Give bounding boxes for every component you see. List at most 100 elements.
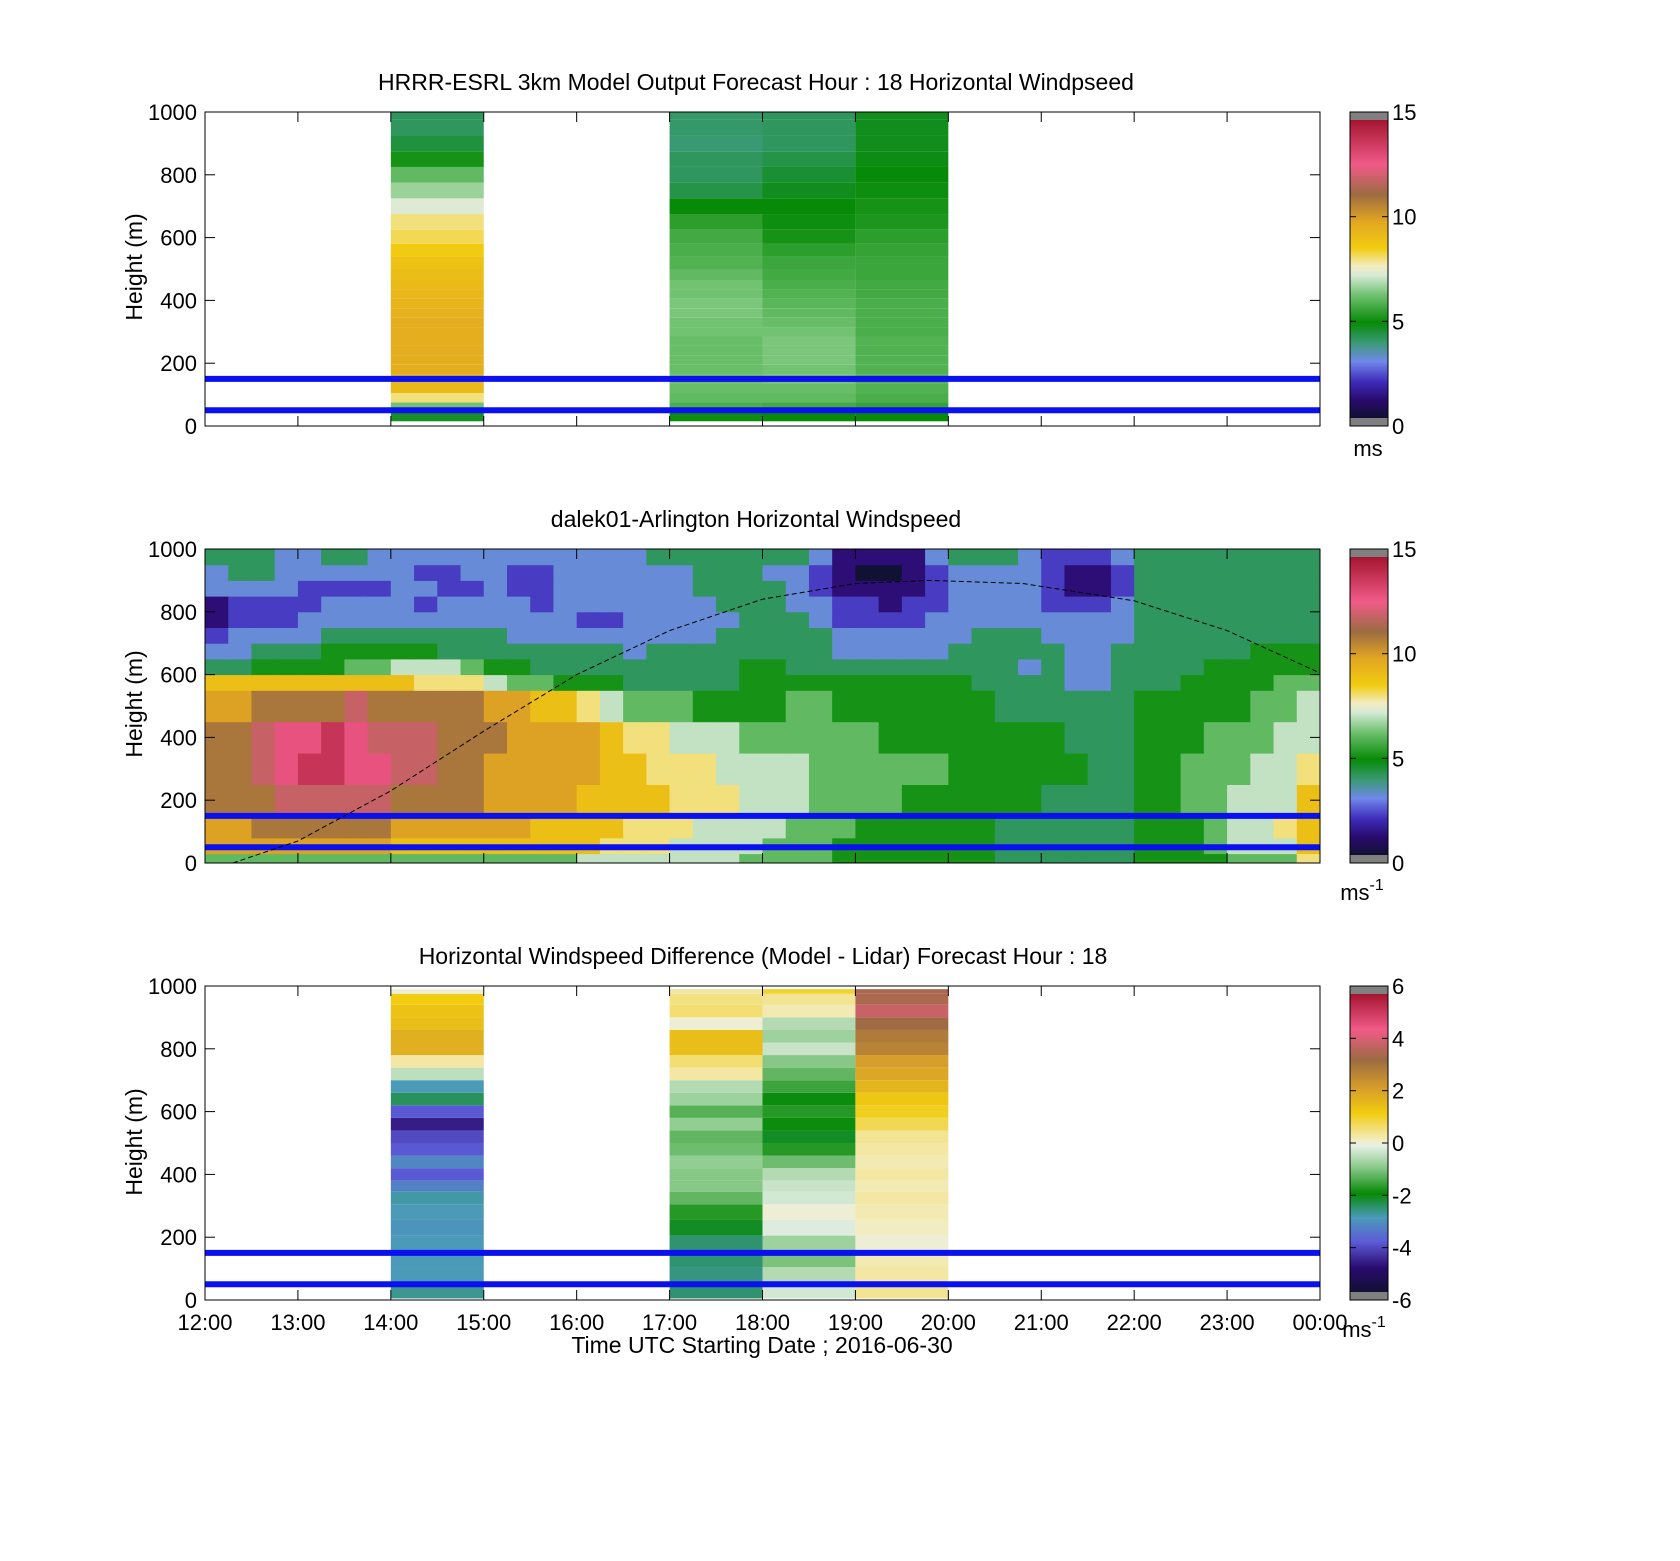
heatmap-cell: [785, 564, 810, 581]
heatmap-cell: [483, 721, 508, 754]
heatmap-cell: [414, 549, 438, 566]
heatmap-cell: [994, 784, 1019, 817]
heatmap-cell: [739, 627, 763, 644]
heatmap-cell: [855, 658, 880, 676]
heatmap-cell: [1041, 721, 1065, 754]
heatmap-cell: [390, 243, 484, 257]
plot-area: 0 200 400 600 800 1000: [148, 537, 1321, 876]
heatmap-cell: [716, 643, 740, 660]
heatmap-cell: [925, 564, 949, 581]
heatmap-cell: [669, 643, 694, 660]
heatmap-cell: [274, 596, 299, 613]
heatmap-cell: [1203, 853, 1228, 864]
heatmap-cell: [716, 753, 740, 785]
heatmap-cell: [553, 643, 578, 660]
colorbar-tick-label: 5: [1392, 309, 1404, 334]
heatmap-cell: [1157, 580, 1182, 597]
heatmap-cell: [1296, 596, 1321, 613]
heatmap-cell: [228, 611, 252, 628]
heatmap-cell: [367, 658, 392, 676]
heatmap-cell: [228, 721, 252, 754]
heatmap-cell: [925, 549, 949, 566]
y-tick-label: 1000: [148, 100, 197, 125]
heatmap-cell: [739, 643, 763, 660]
heatmap-cell: [994, 658, 1019, 676]
heatmap-cell: [762, 364, 856, 375]
heatmap-cell: [297, 853, 322, 864]
heatmap-cell: [483, 753, 508, 785]
heatmap-cell: [437, 690, 462, 723]
heatmap-cell: [414, 853, 438, 864]
heatmap-cell: [1296, 658, 1321, 676]
heatmap-cell: [762, 298, 856, 309]
heatmap-cell: [1018, 815, 1042, 839]
heatmap-cell: [855, 1004, 949, 1018]
heatmap-cell: [1227, 580, 1251, 597]
heatmap-cell: [321, 815, 345, 839]
heatmap-cell: [274, 674, 299, 691]
difference-panel: Horizontal Windspeed Difference (Model -…: [121, 943, 1412, 1342]
heatmap-cell: [321, 853, 345, 864]
heatmap-cell: [297, 674, 322, 691]
heatmap-cell: [669, 1004, 763, 1018]
y-tick-label: 1000: [148, 537, 197, 562]
heatmap-cell: [437, 658, 462, 676]
y-tick-label: 600: [160, 663, 197, 688]
heatmap-cell: [762, 1219, 856, 1236]
heatmap-cell: [599, 580, 624, 597]
heatmap-cell: [1018, 564, 1042, 581]
heatmap-cell: [553, 674, 578, 691]
heatmap-cell: [576, 784, 601, 817]
plot-area: 0 200 400 600 800 1000 12:00 13:00 14:00 15:00 16…: [148, 974, 1347, 1335]
heatmap-cell: [646, 643, 671, 660]
heatmap-cell: [669, 345, 763, 356]
x-tick-label: 22:00: [1107, 1310, 1162, 1335]
heatmap-cell: [1180, 549, 1205, 566]
heatmap-cell: [762, 1168, 856, 1181]
heatmap-cell: [1087, 674, 1112, 691]
heatmap-cell: [390, 256, 484, 269]
heatmap-cell: [1296, 784, 1321, 817]
heatmap-cell: [460, 643, 485, 660]
heatmap-cell: [390, 119, 484, 136]
heatmap-cell: [460, 564, 485, 581]
heatmap-cell: [1180, 674, 1205, 691]
heatmap-cell: [274, 580, 299, 597]
heatmap-cell: [1064, 564, 1089, 581]
heatmap-cell: [669, 317, 763, 328]
heatmap-cell: [669, 1092, 763, 1106]
panel-title: Horizontal Windspeed Difference (Model -…: [419, 943, 1108, 969]
heatmap-cell: [855, 580, 880, 597]
heatmap-cell: [390, 611, 415, 628]
heatmap-cell: [739, 784, 763, 817]
heatmap-cell: [669, 1180, 763, 1192]
heatmap-cell: [344, 564, 369, 581]
colorbar-gradient: [1350, 557, 1388, 855]
heatmap-cell: [925, 753, 949, 785]
heatmap-cell: [901, 580, 926, 597]
heatmap-cell: [390, 1235, 484, 1252]
heatmap-cell: [948, 815, 973, 839]
heatmap-cell: [576, 674, 601, 691]
heatmap-cell: [553, 658, 578, 676]
heatmap-cell: [1134, 753, 1158, 785]
heatmap-cell: [1296, 564, 1321, 581]
heatmap-cell: [390, 1017, 484, 1030]
heatmap-cell: [646, 721, 671, 754]
heatmap-cell: [1064, 549, 1089, 566]
x-ticks: [204, 549, 1321, 863]
heatmap-cell: [808, 596, 833, 613]
heatmap-cell: [646, 564, 671, 581]
heatmap-cell: [414, 753, 438, 785]
heatmap-cell: [762, 1080, 856, 1093]
heatmap-cell: [1018, 674, 1042, 691]
x-tick-label: 23:00: [1200, 1310, 1255, 1335]
heatmap-cell: [878, 580, 903, 597]
heatmap-cell: [1250, 721, 1275, 754]
heatmap-cell: [390, 580, 415, 597]
heatmap-cell: [762, 336, 856, 346]
heatmap-cell: [878, 815, 903, 839]
heatmap-cell: [483, 784, 508, 817]
heatmap-cell: [297, 690, 322, 723]
